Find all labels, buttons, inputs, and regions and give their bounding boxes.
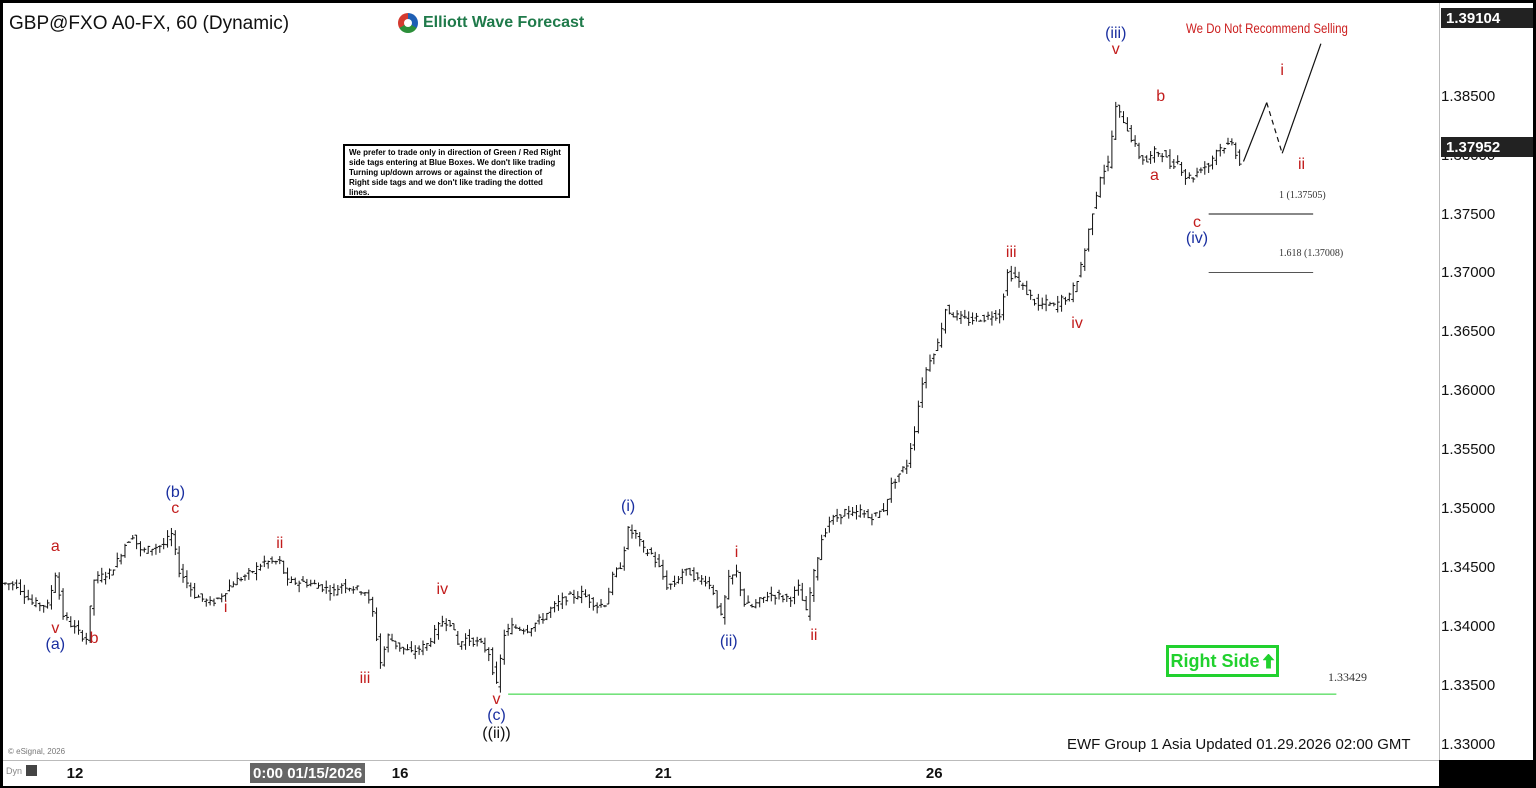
fib-label-1618: 1.618 (1.37008) (1279, 248, 1344, 259)
price-tick-label: 1.37500 (1441, 205, 1496, 223)
price-tick-label: 1.36000 (1441, 382, 1496, 400)
price-tick-label: 1.38500 (1441, 87, 1496, 105)
wave-label: i (1280, 61, 1284, 79)
wave-label: iv (436, 581, 449, 599)
price-tick-label: 1.35000 (1441, 500, 1496, 518)
projection-line (1281, 43, 1322, 154)
price-tick-label: 1.36500 (1441, 323, 1496, 341)
wave-label: iv (1071, 315, 1083, 333)
wave-label: v (51, 620, 60, 638)
projection-line (1266, 102, 1283, 154)
high-price-tag: 1.39104 (1441, 8, 1533, 28)
wave-label: (a) (45, 635, 66, 653)
price-tick-label: 1.34500 (1441, 558, 1496, 576)
price-tick-label: 1.33500 (1441, 676, 1496, 694)
wave-label: iii (359, 669, 371, 687)
projection-line (1242, 102, 1268, 162)
wave-label: (i) (621, 497, 636, 515)
wave-label: ii (1297, 156, 1306, 174)
time-tick-label: 26 (925, 765, 943, 782)
wave-label: i (734, 543, 739, 561)
wave-label: a (1150, 166, 1159, 184)
wave-label: i (223, 599, 228, 617)
wave-label: b (1156, 87, 1166, 105)
wave-label: (c) (487, 707, 506, 725)
price-tick-label: 1.33000 (1441, 735, 1496, 753)
wave-label: v (492, 690, 501, 708)
plot-area[interactable] (3, 3, 1439, 760)
logo-text: Elliott Wave Forecast (423, 14, 585, 31)
arrow-up-icon (1262, 653, 1275, 669)
price-tick-label: 1.35500 (1441, 441, 1496, 459)
wave-label: ii (276, 535, 284, 553)
fib-label-1: 1 (1.37505) (1279, 190, 1326, 201)
time-tick-label: 21 (654, 765, 672, 782)
wave-label: b (89, 629, 99, 647)
time-tick-label: 12 (66, 765, 84, 782)
right-side-tag: Right Side (1166, 645, 1279, 677)
time-cursor-label: 0:00 01/15/2026 (250, 763, 366, 783)
wave-label: (iv) (1185, 230, 1209, 248)
update-footer: EWF Group 1 Asia Updated 01.29.2026 02:0… (1067, 736, 1411, 753)
current-price-tag: 1.37952 (1441, 137, 1533, 157)
time-tick-label: 16 (391, 765, 409, 782)
warning-text: We Do Not Recommend Selling (1186, 20, 1348, 36)
price-tick-label: 1.34000 (1441, 617, 1496, 635)
logo: Elliott Wave Forecast (398, 13, 584, 33)
wave-label: iii (1005, 244, 1017, 262)
price-chart[interactable] (3, 3, 1439, 760)
chart-title: GBP@FXO A0-FX, 60 (Dynamic) (9, 13, 290, 34)
dynamic-label: Dyn (6, 766, 23, 776)
right-side-label: Right Side (1170, 650, 1260, 671)
wave-label: (b) (165, 483, 186, 501)
price-tick-label: 1.37000 (1441, 264, 1496, 282)
wave-label: ii (810, 627, 818, 645)
wave-label: (ii) (719, 633, 738, 651)
wave-label: (iii) (1105, 25, 1127, 43)
wave-label: v (1111, 40, 1120, 58)
time-axis[interactable] (3, 760, 1439, 786)
wave-label: c (171, 500, 180, 518)
invalidation-label: 1.33429 (1328, 670, 1367, 684)
dynamic-toggle[interactable] (26, 765, 37, 776)
wave-label: a (50, 537, 60, 555)
esignal-credit: © eSignal, 2026 (8, 747, 66, 756)
trading-note: We prefer to trade only in direction of … (343, 144, 570, 198)
wave-label: c (1193, 213, 1202, 231)
wave-label: ((ii)) (482, 725, 511, 743)
price-axis[interactable] (1439, 3, 1533, 760)
ewf-logo-icon (398, 13, 418, 33)
